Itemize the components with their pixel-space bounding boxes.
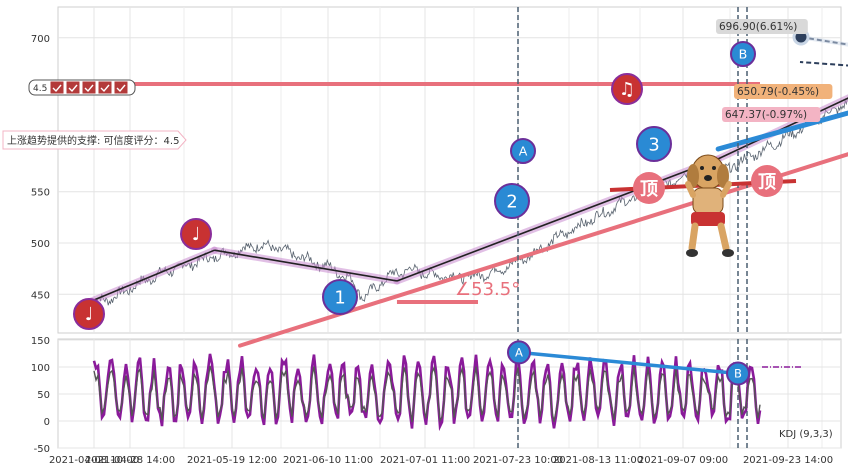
dog-shoe	[686, 249, 698, 257]
x-tick-label: 2021-06-10 11:00	[283, 455, 373, 466]
point-1-circle-label: 1	[334, 287, 345, 308]
barbell-plate	[751, 165, 783, 197]
price-label-current: 650.79(-0.45%)	[734, 84, 833, 99]
score-box	[81, 80, 97, 95]
dog-legs	[688, 222, 730, 252]
indicator-y-axis: -50 0 50 100 150	[31, 336, 841, 455]
indicator-y-tick: 150	[31, 336, 50, 347]
price-line	[93, 97, 848, 306]
rising-support-trendline	[238, 152, 848, 348]
score-box-check	[84, 84, 94, 93]
support-tag-text: 上涨趋势提供的支撑: 可信度评分：4.5	[7, 134, 179, 147]
indicator-y-tick: -50	[34, 444, 50, 455]
price-label-high-text: 696.90(6.61%)	[719, 21, 797, 33]
kdj-point-b-circle-label: B	[734, 367, 742, 381]
point-a-circle-label: A	[519, 144, 528, 159]
point-1-circle	[322, 279, 358, 315]
score-box-check	[116, 84, 126, 93]
price-y-tick: 500	[31, 239, 50, 250]
score-box	[49, 80, 65, 95]
point-b-circle-label: B	[739, 47, 748, 62]
point-a-circle	[510, 138, 536, 164]
top-signal-decoration: 顶顶	[609, 154, 797, 257]
price-label-low-text: 647.37(-0.97%)	[725, 109, 807, 121]
kdj-point-b-circle	[726, 361, 750, 386]
note-marker-glyph: ♫	[619, 79, 635, 100]
dog-shorts	[691, 212, 725, 226]
ab-line	[715, 110, 848, 152]
score-box	[113, 80, 129, 95]
note-marker-glyph: ♩	[85, 304, 94, 325]
score-box-check	[52, 84, 62, 93]
kdj-point-a-circle	[507, 340, 531, 365]
kdj-point-a-circle-label: A	[515, 346, 523, 360]
price-label-low: 647.37(-0.97%)	[722, 107, 821, 122]
note-marker	[73, 298, 105, 330]
support-tag-box	[2, 130, 187, 150]
x-tick-label: 2021-08-13 11:00	[553, 455, 643, 466]
price-y-tick: 450	[31, 290, 50, 301]
price-y-tick: 550	[31, 188, 50, 199]
score-box	[65, 80, 81, 95]
point-3-circle-label: 3	[648, 134, 659, 155]
dog-ear	[717, 164, 729, 188]
point-b-circle	[730, 41, 756, 67]
x-tick-label: 2021-05-19 12:00	[187, 455, 277, 466]
x-tick-label: 2021-07-01 11:00	[380, 455, 470, 466]
score-chip-value: 4.5	[33, 84, 47, 94]
score-box-check	[68, 84, 78, 93]
x-tick-label: 2021-04-08 10:00	[49, 455, 139, 466]
x-tick-label: 2021-09-07 09:00	[638, 455, 728, 466]
barbell-plate	[633, 172, 665, 204]
point-3-circle	[636, 126, 672, 162]
angle-label: ∠53.5°	[455, 279, 520, 300]
x-tick-label: 2021-07-23 10:00	[473, 455, 563, 466]
price-label-current-text: 650.79(-0.45%)	[737, 86, 819, 98]
note-marker-glyph: ♩	[192, 224, 201, 245]
price-label-current-bg	[734, 84, 833, 99]
indicator-y-tick: 100	[31, 363, 50, 374]
price-y-tick: 700	[31, 34, 50, 45]
trendline	[90, 249, 215, 303]
dog-shoe	[722, 249, 734, 257]
barbell-plate-label: 顶	[640, 179, 658, 200]
note-marker	[180, 218, 212, 250]
score-box	[97, 80, 113, 95]
support-tag: 上涨趋势提供的支撑: 可信度评分：4.5	[2, 130, 187, 150]
score-chip: 4.5	[28, 79, 136, 96]
price-label-low-bg	[722, 107, 821, 122]
price-label-high-bg	[716, 19, 808, 34]
price-label-high: 696.90(6.61%)	[716, 19, 808, 34]
gridlines	[93, 7, 823, 448]
dog-nose	[704, 175, 712, 181]
barbell-plate-label: 顶	[758, 172, 776, 193]
indicator-y-tick: 0	[44, 417, 50, 428]
dog-eye	[700, 166, 704, 170]
dog-eye	[712, 166, 716, 170]
point-2-circle-label: 2	[506, 191, 517, 212]
dog-body	[692, 187, 724, 215]
kdj-ab-line	[518, 350, 739, 376]
price-y-axis: 450 500 550 700	[31, 34, 841, 301]
kdj-k-line	[93, 365, 761, 423]
x-tick-label: 2021-04-28 14:00	[85, 455, 175, 466]
indicator-y-tick: 50	[37, 390, 50, 401]
trendline	[396, 158, 719, 282]
note-marker	[611, 73, 643, 105]
x-tick-label: 2021-09-23 14:00	[743, 455, 833, 466]
trendline	[214, 249, 398, 282]
dog-arms	[685, 181, 732, 198]
score-box-check	[100, 84, 110, 93]
kdj-legend: KDJ (9,3,3)	[779, 429, 833, 440]
point-2-circle	[494, 183, 530, 219]
